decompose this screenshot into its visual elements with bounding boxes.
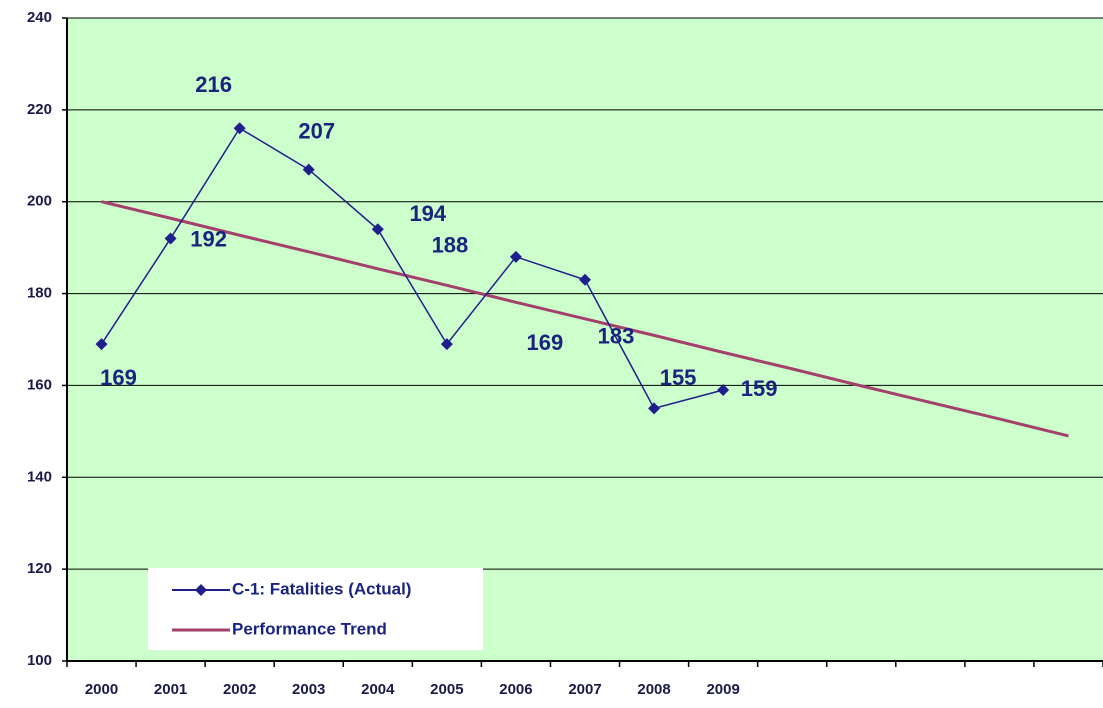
data-label: 192: [190, 226, 227, 251]
data-label: 216: [195, 72, 232, 97]
series-line: [100, 127, 724, 410]
y-tick-label: 140: [27, 468, 52, 485]
data-point: [509, 250, 522, 263]
series-line: [101, 200, 1069, 438]
data-point: [302, 163, 315, 176]
x-tick-label: 2000: [85, 681, 118, 698]
data-point: [648, 402, 661, 415]
y-tick-label: 100: [27, 652, 52, 669]
plot-area: [67, 18, 1103, 661]
data-label: 169: [100, 365, 137, 390]
data-label: 194: [409, 201, 446, 226]
data-point: [371, 223, 384, 236]
legend-box: [148, 568, 483, 650]
x-tick-label: 2005: [430, 681, 463, 698]
data-label: 155: [660, 365, 697, 390]
data-label: 183: [598, 324, 635, 349]
x-tick-label: 2001: [154, 681, 187, 698]
data-point: [579, 273, 591, 286]
y-tick-label: 220: [27, 101, 52, 118]
data-point: [164, 232, 177, 245]
data-label: 169: [527, 330, 564, 355]
x-tick-label: 2006: [499, 681, 532, 698]
legend-marker: [195, 584, 207, 596]
y-tick-label: 120: [27, 560, 52, 577]
data-label: 188: [432, 233, 469, 258]
data-point: [717, 384, 730, 397]
data-point: [440, 338, 453, 351]
data-label: 207: [298, 118, 335, 143]
data-label: 159: [741, 376, 778, 401]
x-tick-label: 2008: [637, 681, 670, 698]
legend-label: Performance Trend: [232, 619, 387, 638]
data-point: [233, 122, 246, 135]
y-tick-label: 180: [27, 285, 52, 302]
x-tick-label: 2009: [706, 681, 739, 698]
x-tick-label: 2004: [361, 681, 395, 698]
x-tick-label: 2003: [292, 681, 325, 698]
x-tick-label: 2002: [223, 681, 256, 698]
y-tick-label: 200: [27, 193, 52, 210]
legend-label: C-1: Fatalities (Actual): [232, 579, 411, 598]
y-tick-label: 160: [27, 376, 52, 393]
y-tick-label: 240: [27, 9, 52, 26]
data-point: [95, 338, 108, 351]
x-tick-label: 2007: [568, 681, 601, 698]
